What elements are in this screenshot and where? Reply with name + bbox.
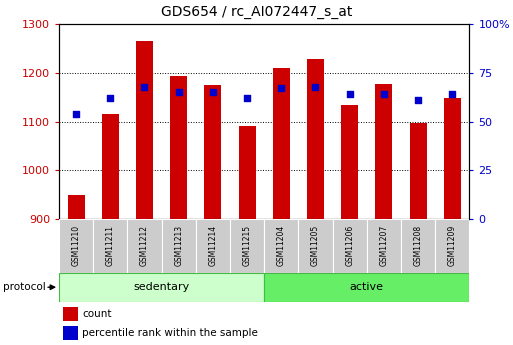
Bar xyxy=(264,273,469,302)
Bar xyxy=(59,273,264,302)
Bar xyxy=(162,219,196,273)
Bar xyxy=(127,219,162,273)
Text: GSM11210: GSM11210 xyxy=(72,225,81,266)
Text: GSM11214: GSM11214 xyxy=(208,225,218,266)
Text: GSM11206: GSM11206 xyxy=(345,225,354,266)
Bar xyxy=(444,98,461,219)
Bar xyxy=(63,307,78,321)
Text: GSM11209: GSM11209 xyxy=(448,225,457,266)
Bar xyxy=(401,219,435,273)
Bar xyxy=(332,219,367,273)
Text: GSM11207: GSM11207 xyxy=(380,225,388,266)
Point xyxy=(448,91,457,97)
Text: GSM11208: GSM11208 xyxy=(413,225,423,266)
Bar xyxy=(307,59,324,219)
Bar xyxy=(93,219,127,273)
Point xyxy=(277,86,285,91)
Point xyxy=(346,91,354,97)
Bar xyxy=(102,114,119,219)
Bar xyxy=(204,85,222,219)
Point xyxy=(414,97,422,103)
Text: count: count xyxy=(83,309,112,319)
Bar xyxy=(341,105,358,219)
Bar xyxy=(63,326,78,339)
Bar xyxy=(376,83,392,219)
Bar xyxy=(170,76,187,219)
Bar xyxy=(409,122,427,219)
Point xyxy=(72,111,80,117)
Text: GSM11204: GSM11204 xyxy=(277,225,286,266)
Bar xyxy=(196,219,230,273)
Point xyxy=(209,90,217,95)
Text: GSM11215: GSM11215 xyxy=(243,225,251,266)
Text: GSM11205: GSM11205 xyxy=(311,225,320,266)
Text: GSM11211: GSM11211 xyxy=(106,225,115,266)
Text: GSM11212: GSM11212 xyxy=(140,225,149,266)
Point xyxy=(141,84,149,89)
Bar xyxy=(239,127,255,219)
Bar xyxy=(230,219,264,273)
Bar xyxy=(68,195,85,219)
Text: active: active xyxy=(350,282,384,292)
Bar xyxy=(273,68,290,219)
Point xyxy=(311,84,320,89)
Point xyxy=(380,91,388,97)
Point xyxy=(106,96,114,101)
Text: percentile rank within the sample: percentile rank within the sample xyxy=(83,328,259,338)
Point xyxy=(174,90,183,95)
Text: protocol: protocol xyxy=(3,282,45,292)
Text: GDS654 / rc_AI072447_s_at: GDS654 / rc_AI072447_s_at xyxy=(161,5,352,19)
Bar xyxy=(435,219,469,273)
Point xyxy=(243,96,251,101)
Bar xyxy=(136,41,153,219)
Bar xyxy=(367,219,401,273)
Bar xyxy=(264,219,299,273)
Bar xyxy=(59,219,93,273)
Text: sedentary: sedentary xyxy=(133,282,190,292)
Bar xyxy=(299,219,332,273)
Text: GSM11213: GSM11213 xyxy=(174,225,183,266)
